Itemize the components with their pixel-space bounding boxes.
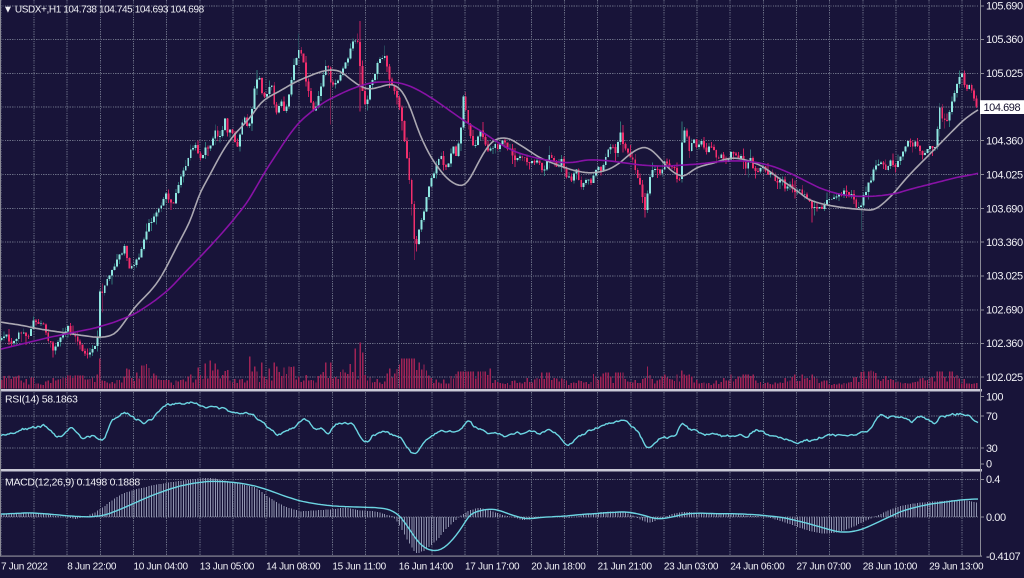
- svg-text:102.360: 102.360: [986, 338, 1023, 350]
- svg-text:104.360: 104.360: [986, 135, 1023, 147]
- svg-text:70: 70: [986, 411, 998, 423]
- svg-text:103.025: 103.025: [986, 271, 1023, 283]
- svg-text:0: 0: [986, 459, 992, 471]
- svg-text:105.025: 105.025: [986, 68, 1023, 80]
- svg-text:104.025: 104.025: [986, 169, 1023, 181]
- svg-text:14 Jun 08:00: 14 Jun 08:00: [266, 562, 321, 573]
- svg-text:105.690: 105.690: [986, 1, 1023, 13]
- svg-text:102.690: 102.690: [986, 305, 1023, 317]
- svg-text:100: 100: [986, 391, 1003, 403]
- svg-text:103.360: 103.360: [986, 237, 1023, 249]
- svg-text:15 Jun 11:00: 15 Jun 11:00: [332, 562, 386, 573]
- svg-text:103.690: 103.690: [986, 203, 1023, 215]
- svg-text:RSI(14) 58.1863: RSI(14) 58.1863: [5, 394, 78, 406]
- svg-text:24 Jun 06:00: 24 Jun 06:00: [730, 562, 785, 573]
- svg-text:23 Jun 03:00: 23 Jun 03:00: [664, 562, 719, 573]
- svg-text:0.4: 0.4: [986, 474, 1000, 486]
- svg-text:29 Jun 13:00: 29 Jun 13:00: [929, 562, 984, 573]
- svg-text:-0.4107: -0.4107: [986, 551, 1020, 563]
- svg-text:7 Jun 2022: 7 Jun 2022: [1, 562, 48, 573]
- svg-text:▼ USDX+,H1 104.738 104.745 10: ▼ USDX+,H1 104.738 104.745 104.693 104.6…: [3, 5, 205, 16]
- svg-text:17 Jun 17:00: 17 Jun 17:00: [465, 562, 520, 573]
- svg-text:21 Jun 21:00: 21 Jun 21:00: [598, 562, 653, 573]
- svg-text:28 Jun 10:00: 28 Jun 10:00: [863, 562, 918, 573]
- svg-text:16 Jun 14:00: 16 Jun 14:00: [399, 562, 454, 573]
- svg-text:30: 30: [986, 443, 998, 455]
- svg-text:MACD(12,26,9) 0.1498 0.1888: MACD(12,26,9) 0.1498 0.1888: [5, 477, 140, 489]
- svg-text:105.360: 105.360: [986, 34, 1023, 46]
- svg-text:104.698: 104.698: [984, 102, 1021, 114]
- svg-text:102.025: 102.025: [986, 372, 1023, 384]
- svg-text:13 Jun 05:00: 13 Jun 05:00: [200, 562, 255, 573]
- svg-text:27 Jun 07:00: 27 Jun 07:00: [797, 562, 852, 573]
- svg-text:0.00: 0.00: [986, 512, 1006, 524]
- svg-text:20 Jun 18:00: 20 Jun 18:00: [531, 562, 586, 573]
- svg-text:10 Jun 04:00: 10 Jun 04:00: [134, 562, 189, 573]
- svg-text:8 Jun 22:00: 8 Jun 22:00: [67, 562, 117, 573]
